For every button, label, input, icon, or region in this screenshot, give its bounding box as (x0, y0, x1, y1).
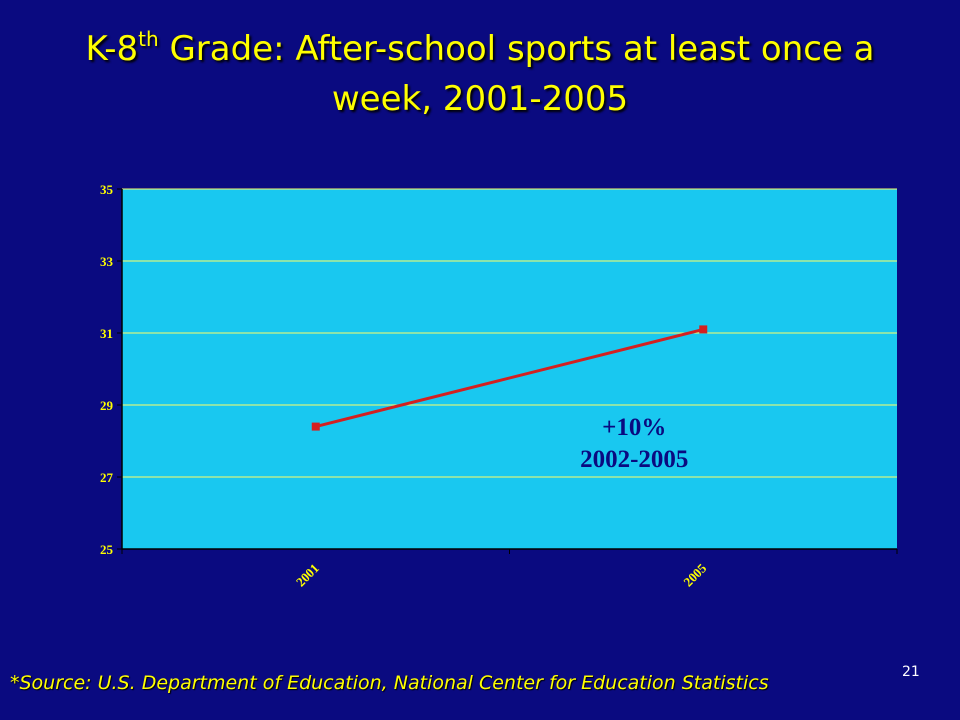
y-tick-label-27: 27 (100, 470, 114, 485)
source-note: *Source: U.S. Department of Education, N… (10, 672, 769, 694)
y-tick-label-25: 25 (100, 542, 114, 557)
data-point-2001 (311, 422, 320, 431)
slide-title: K-8th Grade: After-school sports at leas… (40, 24, 920, 124)
y-tick-label-33: 33 (100, 254, 114, 269)
data-point-2005 (699, 325, 708, 334)
annotation-1: 2002-2005 (580, 446, 688, 473)
y-tick-label-35: 35 (100, 182, 114, 197)
page-number: 21 (902, 664, 920, 680)
title-prefix: K-8 (85, 29, 139, 69)
title-rest: Grade: After-school sports at least once… (158, 29, 875, 119)
annotation-0: +10% (602, 414, 666, 441)
plot-area (122, 189, 897, 549)
title-superscript: th (138, 27, 159, 51)
y-tick-label-29: 29 (100, 398, 114, 413)
series-line (315, 327, 704, 429)
y-tick-label-31: 31 (100, 326, 113, 341)
x-tick-label-2005: 2005 (680, 560, 709, 589)
x-tick-label-2001: 2001 (293, 561, 322, 590)
